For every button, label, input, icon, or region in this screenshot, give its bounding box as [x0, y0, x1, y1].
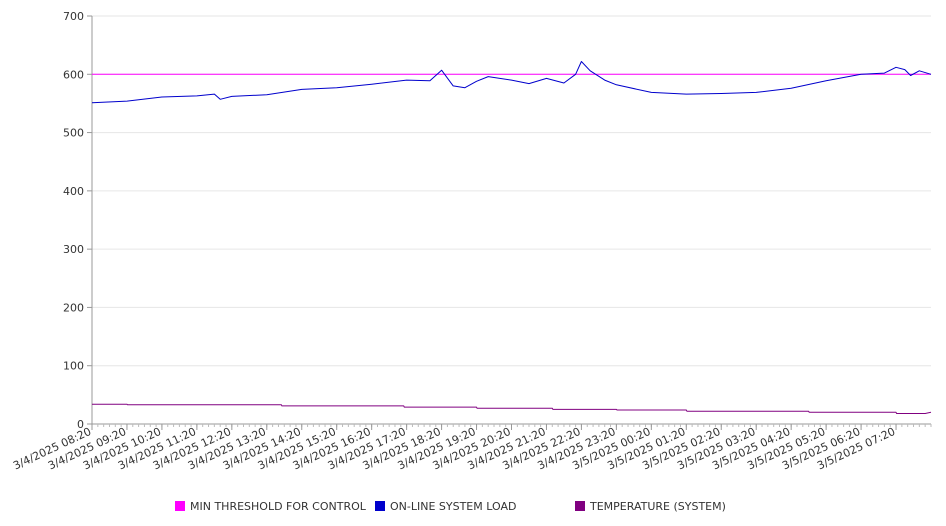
legend-swatch-online-system-load [375, 501, 385, 511]
y-tick-label: 200 [63, 301, 84, 314]
legend-item-online-system-load[interactable]: ON-LINE SYSTEM LOAD [375, 497, 516, 515]
y-axis-ticks: 0 100 200 300 400 500 600 700 [63, 10, 92, 431]
y-tick-label: 100 [63, 360, 84, 373]
legend-label-min-threshold: MIN THRESHOLD FOR CONTROL [190, 499, 366, 513]
legend-label-online-system-load: ON-LINE SYSTEM LOAD [390, 499, 517, 513]
y-tick-label: 0 [77, 418, 84, 431]
legend-label-temperature: TEMPERATURE (SYSTEM) [590, 499, 726, 513]
y-tick-label: 300 [63, 243, 84, 256]
y-tick-label: 600 [63, 68, 84, 81]
y-tick-label: 500 [63, 127, 84, 140]
legend-item-temperature[interactable]: TEMPERATURE (SYSTEM) [575, 497, 726, 515]
y-tick-label: 700 [63, 10, 84, 23]
y-tick-label: 400 [63, 185, 84, 198]
axes [91, 16, 931, 425]
series-line-2 [92, 403, 932, 414]
legend-swatch-temperature [575, 501, 585, 511]
series-lines [91, 61, 932, 414]
grid-lines [92, 15, 931, 367]
legend-swatch-min-threshold [175, 501, 185, 511]
x-axis-ticks: 3/4/2025 08:203/4/2025 09:203/4/2025 10:… [11, 424, 932, 472]
chart-plot: 0 100 200 300 400 500 600 700 3/4/2025 08:203/4… [11, 10, 932, 472]
series-line-1 [91, 61, 932, 104]
legend: MIN THRESHOLD FOR CONTROL ON-LINE SYSTEM… [0, 497, 946, 515]
legend-item-min-threshold[interactable]: MIN THRESHOLD FOR CONTROL [175, 497, 366, 515]
